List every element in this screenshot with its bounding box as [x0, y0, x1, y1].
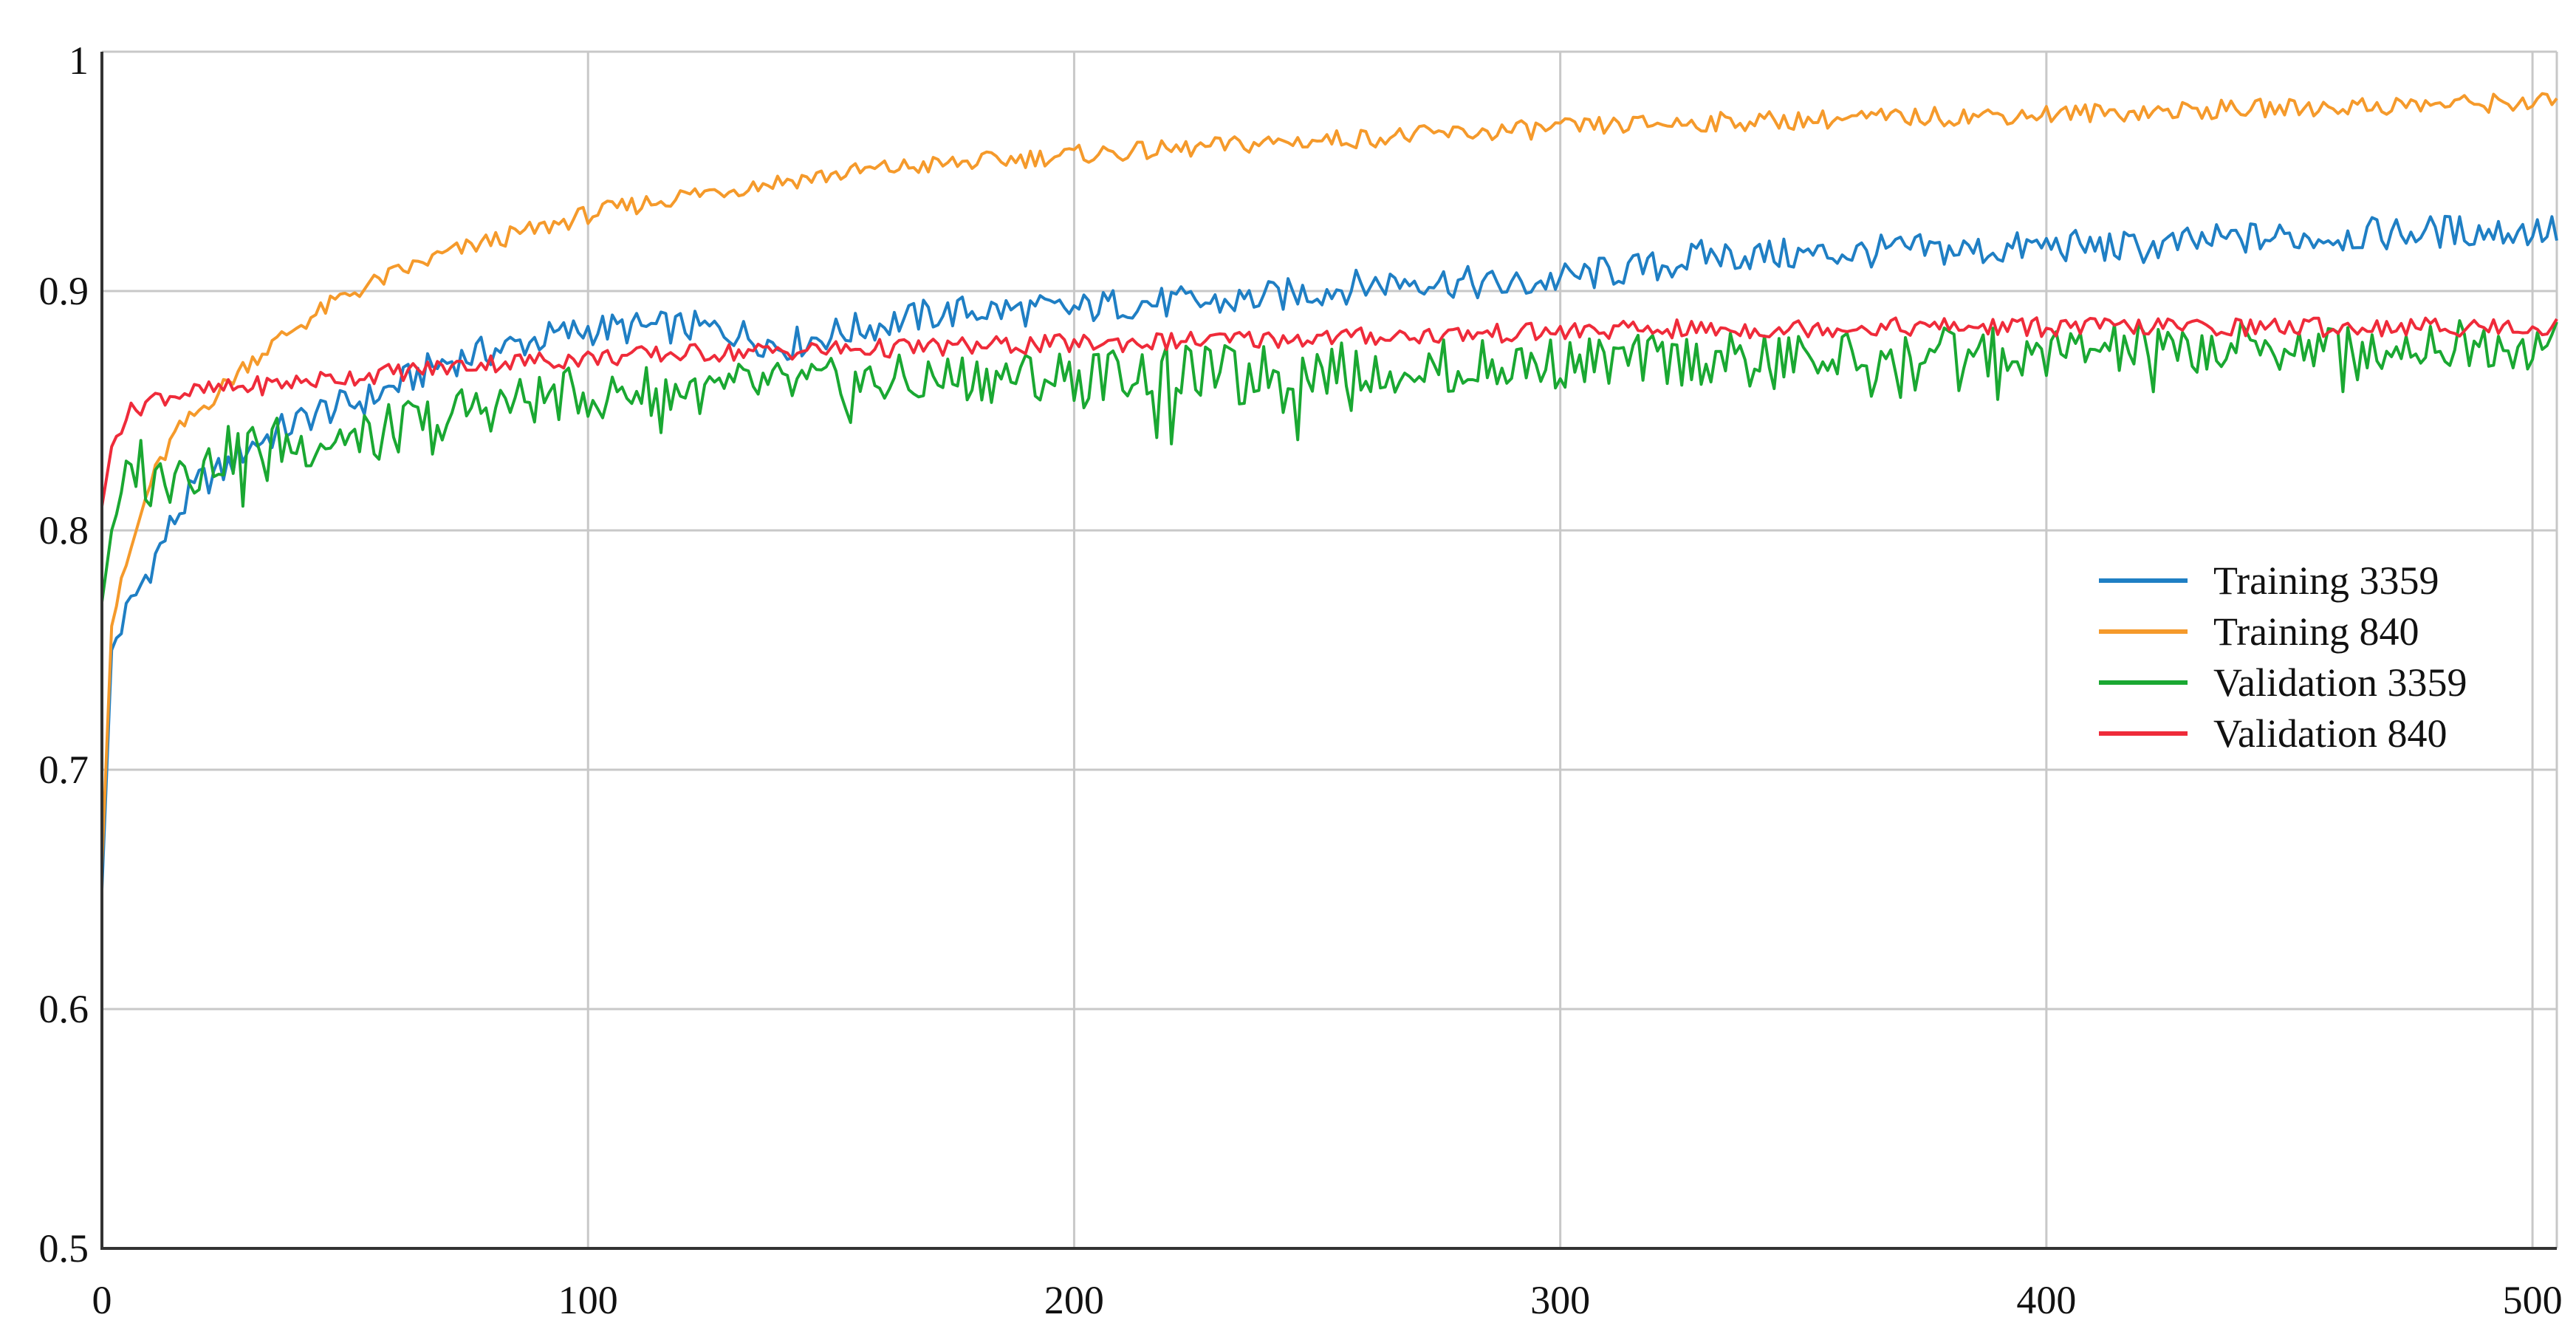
series-line-2 [100, 319, 2558, 603]
x-tick-label: 400 [2016, 1278, 2076, 1322]
series-line-0 [100, 214, 2558, 890]
y-tick-label: 0.6 [39, 987, 89, 1031]
series-layer [100, 92, 2558, 890]
axes [100, 52, 2557, 1250]
x-tick-label: 500 [2503, 1278, 2563, 1322]
legend-label: Training 3359 [2213, 558, 2439, 603]
legend-label: Validation 840 [2213, 711, 2447, 756]
legend-label: Training 840 [2213, 609, 2419, 654]
y-tick-label: 0.5 [39, 1226, 89, 1271]
x-tick-label: 100 [558, 1278, 618, 1322]
series-line-1 [100, 92, 2558, 866]
x-tick-label: 0 [92, 1278, 112, 1322]
y-tick-label: 1 [69, 38, 89, 83]
tick-labels: 0 100 200 300 400 500 0.5 0.6 0.7 0.8 0.9 1 [39, 38, 2563, 1322]
y-tick-label: 0.9 [39, 269, 89, 313]
x-tick-label: 300 [1530, 1278, 1590, 1322]
y-tick-label: 0.7 [39, 748, 89, 792]
series-line-3 [100, 316, 2558, 507]
legend-label: Validation 3359 [2213, 660, 2467, 705]
x-tick-label: 200 [1044, 1278, 1104, 1322]
y-tick-label: 0.8 [39, 508, 89, 553]
legend: Training 3359 Training 840 Validation 3359… [2099, 558, 2467, 756]
